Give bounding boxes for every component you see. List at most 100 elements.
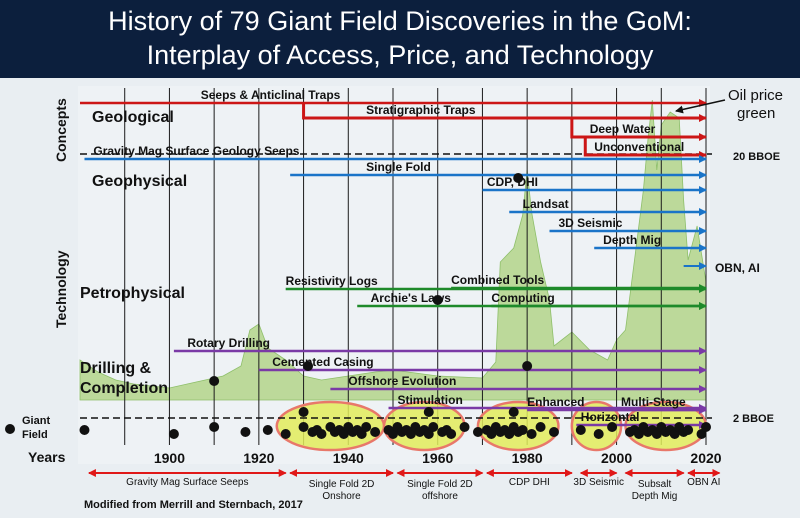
discovery-dot [262, 425, 273, 435]
discovery-dot-large [522, 361, 533, 371]
tech-label-landsat: Landsat [523, 197, 569, 211]
tech-label-stimulation: Stimulation [397, 393, 462, 407]
tech-label-horizontal: Horizontal [581, 410, 640, 424]
threshold-2-label: 2 BBOE [733, 413, 774, 425]
technology-label: Technology [53, 250, 69, 328]
tech-label-3d-seismic: 3D Seismic [558, 216, 622, 230]
discovery-dot-large [508, 407, 519, 417]
concepts-label: Concepts [53, 98, 69, 162]
discovery-dot [446, 429, 457, 439]
discovery-dot [280, 429, 291, 439]
tech-label-resistivity-logs: Resistivity Logs [286, 274, 378, 288]
tick-label-2020: 2020 [690, 450, 721, 466]
access-label-3d-seismic: 3D Seismic [573, 477, 624, 488]
discovery-dot [548, 427, 559, 437]
giant-field-label-2: Field [22, 429, 48, 441]
tech-label-unconventional: Unconventional [594, 140, 684, 154]
discovery-dot [428, 422, 439, 432]
tick-label-2000: 2000 [601, 450, 632, 466]
discovery-dot [575, 425, 586, 435]
tick-label-1940: 1940 [333, 450, 364, 466]
discovery-dot [607, 422, 618, 432]
oil-price-note-2: green [737, 105, 775, 122]
category-geophysical: Geophysical [92, 173, 187, 190]
access-sublabel-subsalt-depth-mig: Depth Mig [632, 491, 678, 502]
slide-title-line-1: History of 79 Giant Field Discoveries in… [108, 6, 692, 36]
years-label: Years [28, 449, 66, 465]
oil-price-area [79, 99, 707, 401]
discovery-dot-large [513, 173, 524, 183]
access-label-gravity-mag-surface-seeps: Gravity Mag Surface Seeps [126, 477, 248, 488]
tech-label-cemented-casing: Cemented Casing [272, 355, 373, 369]
tech-label-computing: Computing [491, 291, 554, 305]
category-petrophysical: Petrophysical [80, 285, 185, 302]
discovery-dot [168, 429, 179, 439]
title-band [0, 0, 800, 78]
discovery-dot-large [209, 376, 220, 386]
tech-label-rotary-drilling: Rotary Drilling [187, 336, 270, 350]
oil-price-pointer-arrow [675, 99, 726, 114]
discovery-dot [316, 429, 327, 439]
tech-label-obn-ai: OBN, AI [715, 261, 760, 275]
threshold-20-label: 20 BBOE [733, 151, 780, 163]
category-drilling: Drilling & [80, 360, 152, 377]
access-label-cdp-dhi: CDP DHI [509, 477, 550, 488]
tech-label-seeps-anticlinal-traps: Seeps & Anticlinal Traps [201, 88, 341, 102]
discovery-dot-large [298, 407, 309, 417]
discovery-dot [517, 425, 528, 435]
tech-label-single-fold: Single Fold [366, 160, 431, 174]
plot-area [78, 86, 710, 464]
tech-label-deep-water: Deep Water [590, 122, 656, 136]
discovery-dot [459, 422, 470, 432]
giant-field-label-1: Giant [22, 415, 50, 427]
access-label-single-fold-2d-offshore: Single Fold 2D [407, 479, 473, 490]
discovery-dot-large [432, 295, 443, 305]
tech-label-offshore-evolution: Offshore Evolution [348, 374, 456, 388]
access-sublabel-single-fold-2d-onshore: Onshore [322, 491, 361, 502]
giant-field-legend-marker [5, 424, 15, 434]
tick-label-1960: 1960 [422, 450, 453, 466]
discovery-dot [79, 425, 90, 435]
access-label-obn-ai: OBN AI [687, 477, 720, 488]
tech-label-enhanced: Enhanced [527, 395, 584, 409]
technology-lines: Seeps & Anticlinal Traps Stratigraphic Tr… [80, 88, 760, 429]
discovery-dot [361, 422, 372, 432]
oil-price-note-1: Oil price [728, 87, 783, 104]
tech-label-gravity-mag-surface-geology-seeps: Gravity Mag Surface Geology Seeps [93, 144, 299, 158]
access-label-single-fold-2d-onshore: Single Fold 2D [309, 479, 375, 490]
category-completion: Completion [80, 380, 168, 397]
discovery-dot [240, 427, 251, 437]
discovery-dot [701, 422, 711, 432]
tech-label-cdp-dhi: CDP, DHI [487, 175, 538, 189]
access-periods: Gravity Mag Surface Seeps Single Fold 2DO… [87, 469, 720, 502]
tech-label-multi-stage: Multi-Stage [621, 395, 686, 409]
tech-label-stratigraphic-traps: Stratigraphic Traps [366, 103, 476, 117]
discovery-dot [209, 422, 220, 432]
access-label-subsalt-depth-mig: Subsalt [638, 479, 672, 490]
source-credit: Modified from Merrill and Sternbach, 201… [84, 499, 303, 511]
discovery-dot [472, 427, 483, 437]
tech-label-depth-mig: Depth Mig [603, 233, 661, 247]
year-tick-labels: 1900 1920 1940 1960 1980 2000 2020 [154, 450, 722, 466]
category-geological: Geological [92, 109, 174, 126]
slide-title-line-2: Interplay of Access, Price, and Technolo… [146, 40, 654, 70]
oil-price-series [79, 99, 707, 401]
tech-line-unconventional [583, 137, 707, 159]
tech-label-archie-s-laws: Archie's Laws [371, 291, 452, 305]
tech-line-deep-water [570, 118, 707, 141]
discovery-dot [593, 429, 604, 439]
tick-label-1920: 1920 [243, 450, 274, 466]
discovery-dot [683, 425, 694, 435]
discovery-dot [370, 427, 381, 437]
discovery-markers [79, 173, 711, 439]
discovery-dot-large [303, 361, 314, 371]
discovery-dot-large [423, 407, 434, 417]
tech-label-combined-tools: Combined Tools [451, 273, 544, 287]
tick-label-1900: 1900 [154, 450, 185, 466]
tick-label-1980: 1980 [512, 450, 543, 466]
access-sublabel-single-fold-2d-offshore: offshore [422, 491, 458, 502]
discovery-dot [526, 429, 537, 439]
discovery-dot [535, 422, 546, 432]
